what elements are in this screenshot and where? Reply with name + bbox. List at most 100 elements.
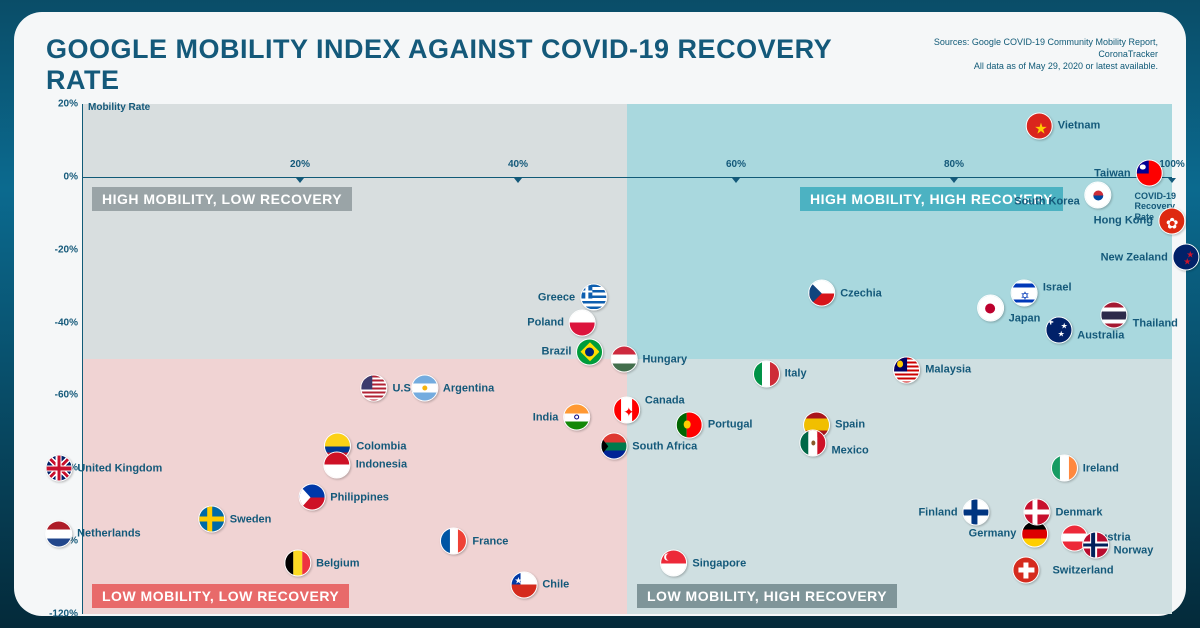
data-point: Belgium xyxy=(284,550,359,577)
x-tick-label: 60% xyxy=(726,159,746,170)
quadrant-label: LOW MOBILITY, LOW RECOVERY xyxy=(92,584,349,608)
data-point: Singapore xyxy=(660,550,746,577)
data-point: Indonesia xyxy=(324,451,407,478)
country-label: Australia xyxy=(1077,330,1124,342)
x-tick-mark xyxy=(296,178,304,183)
flag-icon xyxy=(977,295,1004,322)
y-tick-label: -40% xyxy=(42,317,78,328)
country-label: Brazil xyxy=(542,346,572,358)
flag-icon xyxy=(1101,302,1128,329)
country-label: Belgium xyxy=(316,557,359,569)
data-point: Netherlands xyxy=(45,520,141,547)
x-tick-label: 20% xyxy=(290,159,310,170)
country-label: Sweden xyxy=(230,513,272,525)
data-point: United Kingdom xyxy=(45,455,162,482)
data-point: Poland xyxy=(527,309,596,336)
quadrant-label: LOW MOBILITY, HIGH RECOVERY xyxy=(637,584,897,608)
flag-icon: ✡ xyxy=(1011,280,1038,307)
country-label: South Korea xyxy=(1014,195,1079,207)
y-tick-label: 20% xyxy=(42,99,78,110)
flag-icon xyxy=(580,284,607,311)
flag-icon xyxy=(45,520,72,547)
country-label: Portugal xyxy=(708,419,753,431)
flag-icon xyxy=(576,338,603,365)
quadrant-label: HIGH MOBILITY, LOW RECOVERY xyxy=(92,187,352,211)
chart-card: GOOGLE MOBILITY INDEX AGAINST COVID-19 R… xyxy=(14,12,1186,616)
flag-icon xyxy=(808,280,835,307)
country-label: India xyxy=(533,411,559,423)
country-label: Philippines xyxy=(330,491,389,503)
data-point: Hungary xyxy=(610,346,687,373)
data-point: Thailand xyxy=(1101,302,1178,329)
data-point: Switzerland xyxy=(1012,557,1113,584)
country-label: Israel xyxy=(1043,281,1072,293)
flag-icon xyxy=(284,550,311,577)
flag-icon: ✚★★ xyxy=(1045,316,1072,343)
country-label: Greece xyxy=(538,291,575,303)
data-point: ✦Canada xyxy=(613,397,685,424)
scatter-plot: HIGH MOBILITY, LOW RECOVERYHIGH MOBILITY… xyxy=(82,104,1172,614)
flag-icon xyxy=(360,375,387,402)
data-point: Greece xyxy=(538,284,607,311)
flag-icon xyxy=(440,528,467,555)
data-point: Italy xyxy=(753,360,807,387)
flag-icon xyxy=(660,550,687,577)
x-tick-mark xyxy=(514,178,522,183)
flag-icon xyxy=(799,429,826,456)
data-point: ★Chile xyxy=(510,571,569,598)
flag-icon xyxy=(1082,531,1109,558)
country-label: Japan xyxy=(1009,312,1041,324)
data-point: Brazil xyxy=(542,338,604,365)
country-label: Mexico xyxy=(831,445,868,457)
data-point: U.S. xyxy=(360,375,413,402)
sources-line-1: Sources: Google COVID-19 Community Mobil… xyxy=(882,36,1158,60)
data-point: ★ Vietnam xyxy=(1026,112,1101,139)
data-point: ✡ Israel xyxy=(1011,280,1072,307)
country-label: Italy xyxy=(785,368,807,380)
y-tick-label: -60% xyxy=(42,390,78,401)
y-tick-label: 0% xyxy=(42,171,78,182)
flag-icon: ★★ xyxy=(1173,244,1200,271)
flag-icon xyxy=(324,451,351,478)
country-label: United Kingdom xyxy=(77,462,162,474)
x-tick-label: 80% xyxy=(944,159,964,170)
flag-icon xyxy=(1136,160,1163,187)
flag-icon: ★ xyxy=(1026,112,1053,139)
flag-icon xyxy=(1012,557,1039,584)
country-label: Argentina xyxy=(443,382,494,394)
sources-note: Sources: Google COVID-19 Community Mobil… xyxy=(882,36,1158,72)
country-label: Taiwan xyxy=(1094,167,1130,179)
country-label: Poland xyxy=(527,317,564,329)
country-label: Germany xyxy=(969,528,1017,540)
country-label: Hungary xyxy=(642,353,687,365)
data-point: Ireland xyxy=(1051,455,1119,482)
data-point: ✿Hong Kong xyxy=(1094,207,1185,234)
data-point: Taiwan xyxy=(1094,160,1162,187)
data-point: Norway xyxy=(1082,531,1154,558)
flag-icon xyxy=(753,360,780,387)
flag-icon: ★ xyxy=(510,571,537,598)
data-point: Czechia xyxy=(808,280,882,307)
data-point: Mexico xyxy=(799,429,868,456)
country-label: Ireland xyxy=(1083,462,1119,474)
flag-icon xyxy=(198,506,225,533)
country-label: Denmark xyxy=(1055,506,1102,518)
flag-icon xyxy=(676,411,703,438)
sources-line-2: All data as of May 29, 2020 or latest av… xyxy=(882,60,1158,72)
x-tick-label: 40% xyxy=(508,159,528,170)
data-point: France xyxy=(440,528,508,555)
data-point: Portugal xyxy=(676,411,753,438)
x-tick-mark xyxy=(732,178,740,183)
data-point: ★★New Zealand xyxy=(1101,244,1200,271)
data-point: Denmark xyxy=(1023,499,1102,526)
country-label: Singapore xyxy=(692,557,746,569)
country-label: South Africa xyxy=(632,440,697,452)
country-label: Vietnam xyxy=(1058,120,1101,132)
country-label: Switzerland xyxy=(1052,564,1113,576)
chart-title: GOOGLE MOBILITY INDEX AGAINST COVID-19 R… xyxy=(46,34,882,96)
data-point: Sweden xyxy=(198,506,272,533)
country-label: France xyxy=(472,535,508,547)
y-tick-label: -120% xyxy=(42,609,78,620)
country-label: Norway xyxy=(1114,545,1154,557)
flag-icon xyxy=(411,375,438,402)
